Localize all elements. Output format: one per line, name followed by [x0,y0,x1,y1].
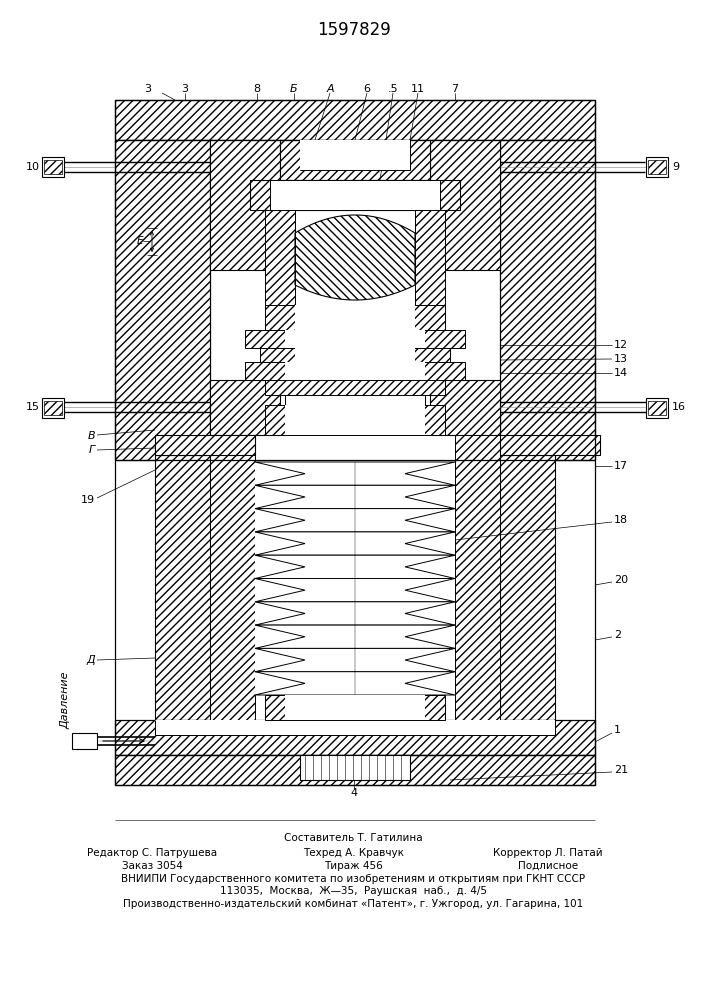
Bar [500,455,555,720]
Polygon shape [255,462,455,485]
Text: 2: 2 [614,630,621,640]
Bar [285,395,425,405]
Bar [245,362,465,380]
Bar [210,435,255,720]
Bar [155,435,255,455]
Polygon shape [255,625,455,648]
Bar [648,160,666,174]
Text: 13: 13 [614,354,628,364]
Text: Редактор С. Патрушева: Редактор С. Патрушева [87,848,217,858]
Text: 3: 3 [144,84,151,94]
Bar [300,140,410,170]
Text: ВНИИПИ Государственного комитета по изобретениям и открытиям при ГКНТ СССР: ВНИИПИ Государственного комитета по изоб… [122,874,585,884]
Text: 16: 16 [672,402,686,412]
Bar [646,157,668,177]
Polygon shape [255,485,455,509]
Text: E: E [136,236,144,246]
Bar [255,462,455,695]
Bar [285,405,425,435]
Text: 20: 20 [614,575,628,585]
Bar [250,180,460,210]
Text: 11: 11 [411,84,425,94]
Bar [245,330,465,348]
Text: Заказ 3054: Заказ 3054 [122,861,182,871]
Text: 1597829: 1597829 [317,21,391,39]
Bar [115,720,595,755]
Bar [155,455,210,720]
Bar [285,695,425,720]
Bar [42,157,64,177]
Bar [455,435,500,720]
Text: В: В [88,431,95,441]
Text: Техред А. Кравчук: Техред А. Кравчук [303,848,404,858]
Text: 21: 21 [614,765,628,775]
Bar [265,695,445,720]
Bar [260,348,450,362]
Text: 14: 14 [614,368,628,378]
Bar [285,330,425,348]
Text: Корректор Л. Патай: Корректор Л. Патай [493,848,603,858]
Bar [500,140,595,460]
Bar [430,140,500,270]
Bar [265,405,445,435]
Bar [44,160,62,174]
Bar [295,348,415,362]
Bar [270,180,440,210]
Bar [115,100,595,140]
Text: 3: 3 [182,84,189,94]
Text: 113035,  Москва,  Ж—35,  Раушская  наб.,  д. 4/5: 113035, Москва, Ж—35, Раушская наб., д. … [220,886,487,896]
Polygon shape [295,215,415,300]
Polygon shape [255,672,455,695]
Text: 18: 18 [614,515,628,525]
Bar [72,733,97,749]
Bar [300,755,410,780]
Text: Подлисное: Подлисное [518,861,578,871]
Text: 1: 1 [614,725,621,735]
Polygon shape [255,578,455,602]
Bar [648,401,666,415]
Bar [415,210,445,305]
Text: 4: 4 [351,788,358,798]
Bar [646,398,668,418]
Text: 19: 19 [81,495,95,505]
Text: 17: 17 [614,461,628,471]
Bar [285,362,425,380]
Bar [295,305,415,330]
Bar [430,380,500,435]
Text: 9: 9 [672,162,679,172]
Text: Тираж 456: Тираж 456 [324,861,383,871]
Polygon shape [255,602,455,625]
Text: Б: Б [290,84,298,94]
Bar [265,305,445,330]
Text: Г: Г [89,445,95,455]
Bar [115,755,595,785]
Bar [500,435,600,455]
Bar [265,380,445,395]
Text: 12: 12 [614,340,628,350]
Text: Д: Д [86,655,95,665]
Bar [295,182,415,208]
Text: 7: 7 [452,84,459,94]
Text: 6: 6 [363,84,370,94]
Bar [115,140,210,460]
Text: А: А [326,84,334,94]
Bar [265,210,295,305]
Text: 10: 10 [26,162,40,172]
Polygon shape [255,509,455,532]
Text: Давление: Давление [60,671,70,729]
Text: Производственно-издательский комбинат «Патент», г. Ужгород, ул. Гагарина, 101: Производственно-издательский комбинат «П… [124,899,583,909]
Bar [280,140,430,180]
Text: .5: .5 [387,84,398,94]
Bar [155,720,555,735]
Bar [42,398,64,418]
Text: 15: 15 [26,402,40,412]
Text: Составитель Т. Гатилина: Составитель Т. Гатилина [284,833,423,843]
Bar [210,140,280,270]
Polygon shape [255,555,455,578]
Text: 8: 8 [253,84,261,94]
Polygon shape [255,532,455,555]
Bar [44,401,62,415]
Polygon shape [255,648,455,672]
Bar [210,380,280,435]
